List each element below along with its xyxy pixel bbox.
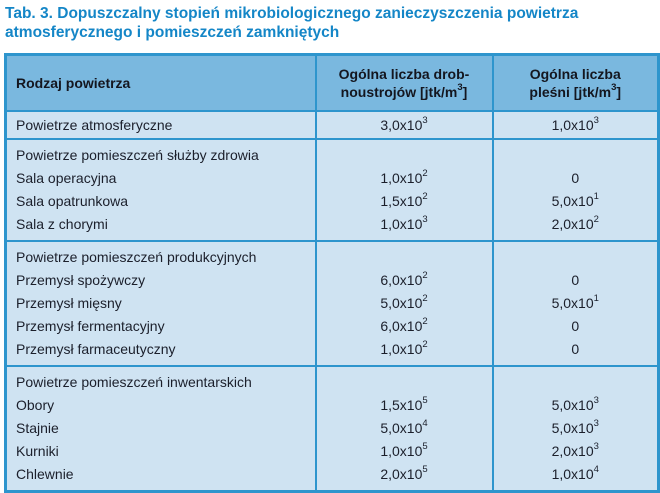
col-header-air-type: Rodzaj powietrza xyxy=(4,53,317,112)
row-label: Sala opatrunkowa xyxy=(16,193,129,209)
col-header-molds: Ogólna liczba pleśni [jtk/m3] xyxy=(491,53,660,112)
row-label: Sala z chorymi xyxy=(16,216,108,232)
col-header-microbes-label: Ogólna liczba drob-noustrojów [jtk/m3] xyxy=(338,66,470,100)
value-molds: 0 xyxy=(571,318,580,334)
value-molds: 2,0x103 xyxy=(551,441,599,459)
blank-line xyxy=(494,144,658,167)
value-molds: 5,0x101 xyxy=(551,293,599,311)
section-livestock-facilities: Powietrze pomieszczeń inwentarskich Obor… xyxy=(4,365,660,493)
section-labels-cell: Powietrze pomieszczeń produkcyjnych Prze… xyxy=(4,240,317,367)
row-label: Chlewnie xyxy=(16,466,74,482)
blank-line xyxy=(494,246,658,269)
blank-line xyxy=(494,371,658,394)
section-group-label: Powietrze pomieszczeń inwentarskich xyxy=(16,374,252,390)
value-microbes: 3,0x103 xyxy=(314,110,494,140)
value-molds: 1,0x104 xyxy=(551,464,599,482)
value-molds: 5,0x103 xyxy=(551,418,599,436)
value-microbes: 2,0x105 xyxy=(380,464,428,482)
section-health-facilities: Powietrze pomieszczeń służby zdrowia Sal… xyxy=(4,138,660,242)
header-row: Rodzaj powietrza Ogólna liczba drob-nous… xyxy=(4,53,660,112)
section-labels-cell: Powietrze pomieszczeń służby zdrowia Sal… xyxy=(4,138,317,242)
section-group-label: Powietrze pomieszczeń produkcyjnych xyxy=(16,249,257,265)
row-label: Stajnie xyxy=(16,420,59,436)
section-molds-cell: 0 5,0x101 2,0x102 xyxy=(491,138,660,242)
value-microbes: 6,0x102 xyxy=(380,316,428,334)
value-molds: 0 xyxy=(571,341,580,357)
value-molds: 1,0x103 xyxy=(491,110,660,140)
value-microbes: 5,0x102 xyxy=(380,293,428,311)
air-contamination-table: Rodzaj powietrza Ogólna liczba drob-nous… xyxy=(4,53,660,493)
value-microbes: 1,0x105 xyxy=(380,441,428,459)
col-header-microbes: Ogólna liczba drob-noustrojów [jtk/m3] xyxy=(314,53,494,112)
section-labels-cell: Powietrze pomieszczeń inwentarskich Obor… xyxy=(4,365,317,493)
table-title: Tab. 3. Dopuszczalny stopień mikrobiolog… xyxy=(5,5,579,41)
blank-line xyxy=(317,144,492,167)
value-microbes: 5,0x104 xyxy=(380,418,428,436)
row-label: Przemysł farmaceutyczny xyxy=(16,341,176,357)
section-group-label: Powietrze pomieszczeń służby zdrowia xyxy=(16,147,259,163)
value-molds: 2,0x102 xyxy=(551,214,599,232)
value-microbes: 1,0x102 xyxy=(380,339,428,357)
row-label: Obory xyxy=(16,397,55,413)
value-microbes: 1,5x105 xyxy=(380,395,428,413)
section-molds-cell: 0 5,0x101 0 0 xyxy=(491,240,660,367)
blank-line xyxy=(317,246,492,269)
row-label: Kurniki xyxy=(16,443,59,459)
value-microbes: 6,0x102 xyxy=(380,270,428,288)
row-label: Powietrze atmosferyczne xyxy=(4,110,317,140)
col-header-molds-label: Ogólna liczba pleśni [jtk/m3] xyxy=(529,66,622,100)
row-label: Przemysł spożywczy xyxy=(16,272,146,288)
section-microbes-cell: 1,5x105 5,0x104 1,0x105 2,0x105 xyxy=(314,365,494,493)
value-molds: 0 xyxy=(571,170,580,186)
row-atmospheric-air: Powietrze atmosferyczne 3,0x103 1,0x103 xyxy=(4,110,660,140)
value-microbes: 1,0x102 xyxy=(380,168,428,186)
value-molds: 5,0x101 xyxy=(551,191,599,209)
section-molds-cell: 5,0x103 5,0x103 2,0x103 1,0x104 xyxy=(491,365,660,493)
row-label: Sala operacyjna xyxy=(16,170,117,186)
value-microbes: 1,0x103 xyxy=(380,214,428,232)
blank-line xyxy=(317,371,492,394)
value-molds: 0 xyxy=(571,272,580,288)
section-microbes-cell: 6,0x102 5,0x102 6,0x102 1,0x102 xyxy=(314,240,494,367)
col-header-air-type-label: Rodzaj powietrza xyxy=(16,75,131,91)
value-molds: 5,0x103 xyxy=(551,395,599,413)
row-label: Przemysł mięsny xyxy=(16,295,122,311)
value-microbes: 1,5x102 xyxy=(380,191,428,209)
section-production-facilities: Powietrze pomieszczeń produkcyjnych Prze… xyxy=(4,240,660,367)
row-label: Przemysł fermentacyjny xyxy=(16,318,165,334)
section-microbes-cell: 1,0x102 1,5x102 1,0x103 xyxy=(314,138,494,242)
